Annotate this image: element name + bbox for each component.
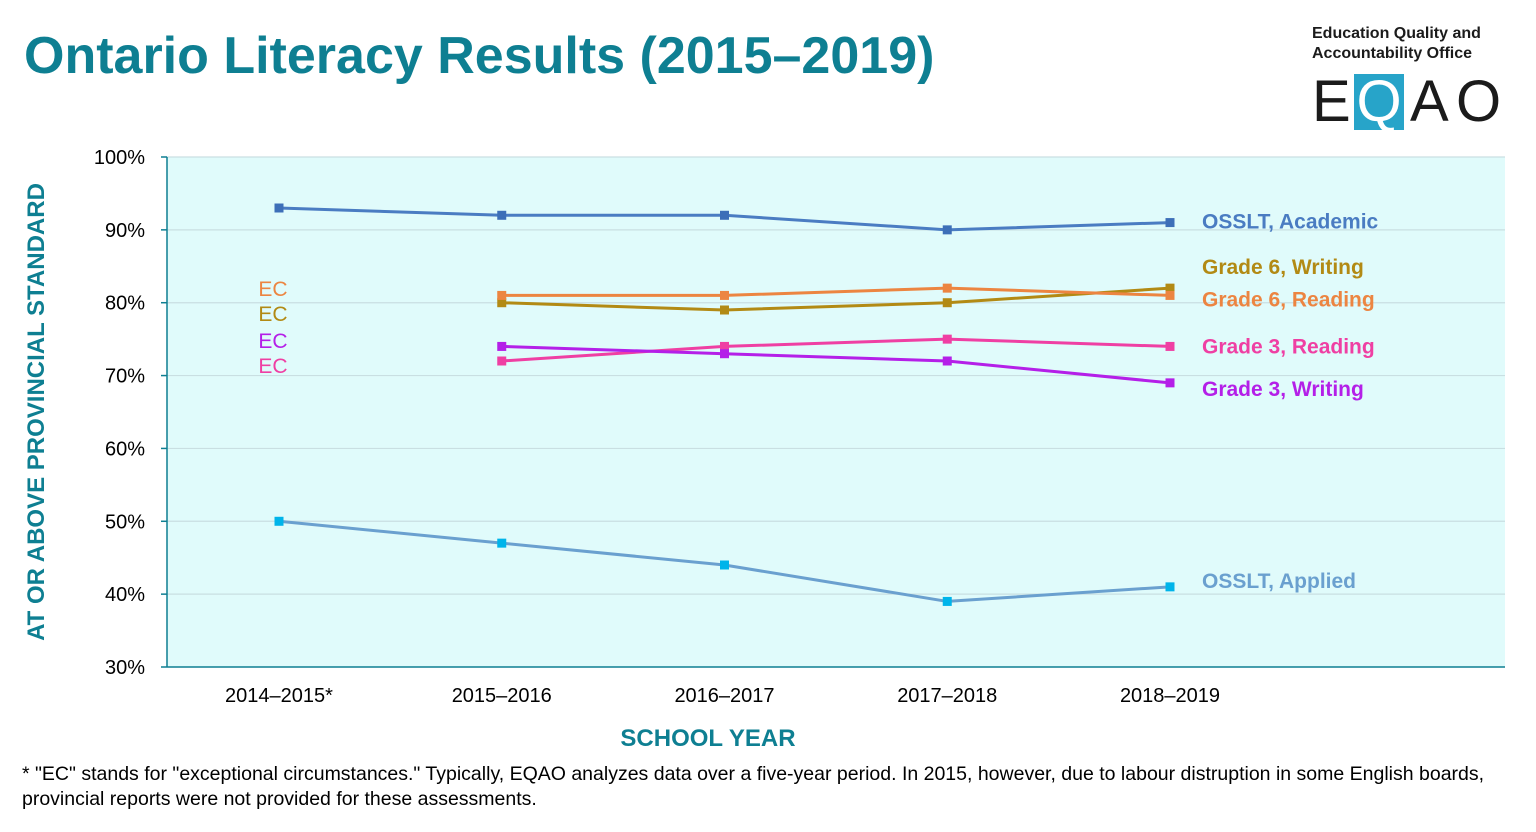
data-point [497,538,507,548]
data-point [942,225,952,235]
data-point [720,341,729,351]
data-point [720,560,729,570]
series-line [501,344,1171,385]
logo-letter-o: O [1456,69,1502,134]
data-point [1165,582,1175,592]
series-label: OSSLT, Academic [1202,211,1379,234]
series-label: Grade 3, Writing [1202,378,1364,401]
data-point [1165,341,1175,351]
annotation-ec: EC [258,278,287,301]
series-label: Grade 3, Reading [1202,335,1375,358]
logo-letter-a: A [1410,69,1449,134]
data-point [1165,218,1175,228]
eqao-logo: Education Quality and Accountability Off… [1312,24,1512,134]
series-line [501,337,1171,363]
data-point [720,349,729,359]
line-chart: 30% 40% 50% 60% 70% 80% 90% 100% 2014–2015* 2015–… [23,147,1505,752]
y-tick-label: 60% [105,438,145,460]
x-tick-label: 2016–2017 [674,685,774,707]
data-point [497,298,507,308]
y-tick-label: 70% [105,366,145,388]
series-line [501,286,1171,297]
annotation-ec: EC [258,303,287,326]
logo-mark: E Q A O [1312,70,1512,134]
series-label: OSSLT, Applied [1202,570,1356,593]
x-tick-label: 2015–2016 [452,685,552,707]
data-point [497,290,507,300]
data-point [1165,378,1175,388]
logo-letter-q: Q [1356,69,1402,134]
x-tick-label: 2017–2018 [897,685,997,707]
data-point [274,516,284,526]
data-point [1165,283,1175,293]
data-point [942,596,952,606]
data-point [942,356,952,366]
data-point [1165,290,1175,300]
series-line [501,286,1171,312]
logo-line-2: Accountability Office [1312,45,1473,62]
annotation-ec: EC [258,355,287,378]
y-tick-label: 30% [105,657,145,679]
data-point [720,290,729,300]
annotation-ec: EC [258,330,287,353]
y-tick-label: 80% [105,293,145,315]
y-tick-label: 40% [105,584,145,606]
page-title: Ontario Literacy Results (2015–2019) [24,27,935,85]
data-point [942,334,952,344]
logo-letter-e: E [1312,69,1351,134]
x-tick-label: 2014–2015* [225,685,333,707]
data-point [720,210,729,220]
series-label: Grade 6, Writing [1202,256,1364,279]
x-tick-label: 2018–2019 [1120,685,1220,707]
data-point [942,283,952,293]
data-point [497,210,507,220]
y-tick-label: 50% [105,511,145,533]
x-axis-label: SCHOOL YEAR [620,725,795,752]
y-axis-label: AT OR ABOVE PROVINCIAL STANDARD [23,183,50,641]
logo-q-box: Q [1354,70,1404,134]
data-point [942,298,952,308]
y-tick-label: 100% [94,147,145,169]
data-point [497,341,507,351]
data-point [497,356,507,366]
data-point [720,305,729,315]
series-label: Grade 6, Reading [1202,288,1375,311]
footnote: * "EC" stands for "exceptional circumsta… [22,763,1485,810]
y-tick-label: 90% [105,220,145,242]
logo-line-1: Education Quality and [1312,25,1481,42]
data-point [274,203,284,213]
